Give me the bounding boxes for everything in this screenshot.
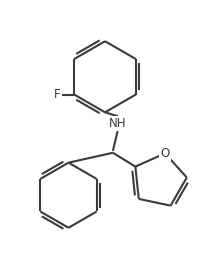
Text: O: O	[160, 147, 170, 160]
Text: F: F	[54, 88, 61, 101]
Text: NH: NH	[109, 117, 127, 130]
